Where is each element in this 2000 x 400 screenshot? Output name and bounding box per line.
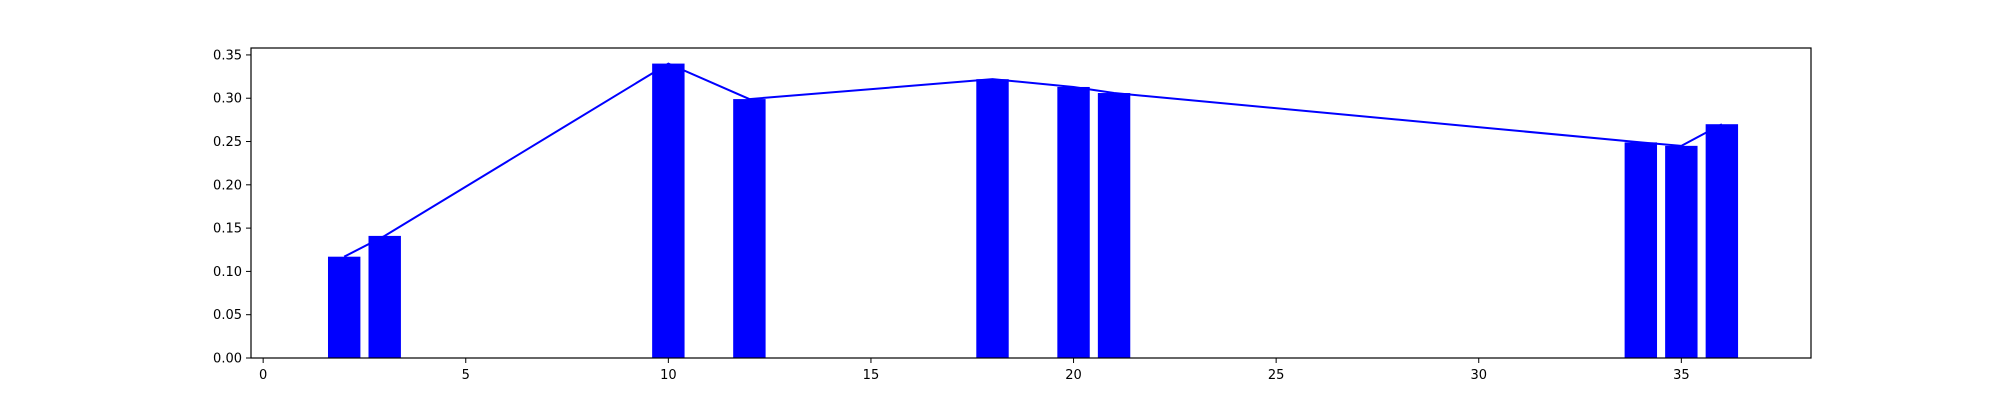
x-tick-label: 20 (1065, 368, 1082, 383)
bar (976, 79, 1009, 358)
y-tick-label: 0.10 (213, 265, 242, 280)
x-tick-label: 35 (1673, 368, 1690, 383)
x-tick-label: 5 (462, 368, 470, 383)
bar (1665, 145, 1698, 358)
series-line (343, 62, 1723, 258)
y-tick-label: 0.05 (213, 308, 242, 323)
bar (327, 256, 361, 358)
y-tick-label: 0.30 (213, 92, 242, 107)
bars-layer (327, 63, 1739, 359)
x-tick-label: 30 (1470, 368, 1487, 383)
x-tick-label: 15 (863, 368, 880, 383)
x-tick-label: 25 (1268, 368, 1285, 383)
y-tick-label: 0.25 (213, 135, 242, 150)
y-tick-label: 0.00 (213, 352, 242, 367)
line-layer (343, 62, 1723, 258)
bar (1624, 142, 1658, 358)
y-tick-label: 0.20 (213, 178, 242, 193)
bar (1097, 93, 1131, 359)
bar (368, 235, 401, 358)
bar (1705, 124, 1739, 359)
axes-layer: 0 5 10 15 20 25 30 35 0.00 0.05 0.10 0.15 0.20 0.25 0.… (213, 47, 1812, 383)
bar (1057, 86, 1090, 358)
plot-frame (250, 47, 1812, 359)
y-tick-label: 0.15 (213, 222, 242, 237)
bar (733, 99, 766, 358)
bar (652, 63, 685, 358)
y-tick-label: 0.35 (213, 48, 242, 63)
x-tick-label: 0 (259, 368, 267, 383)
x-tick-label: 10 (660, 368, 677, 383)
